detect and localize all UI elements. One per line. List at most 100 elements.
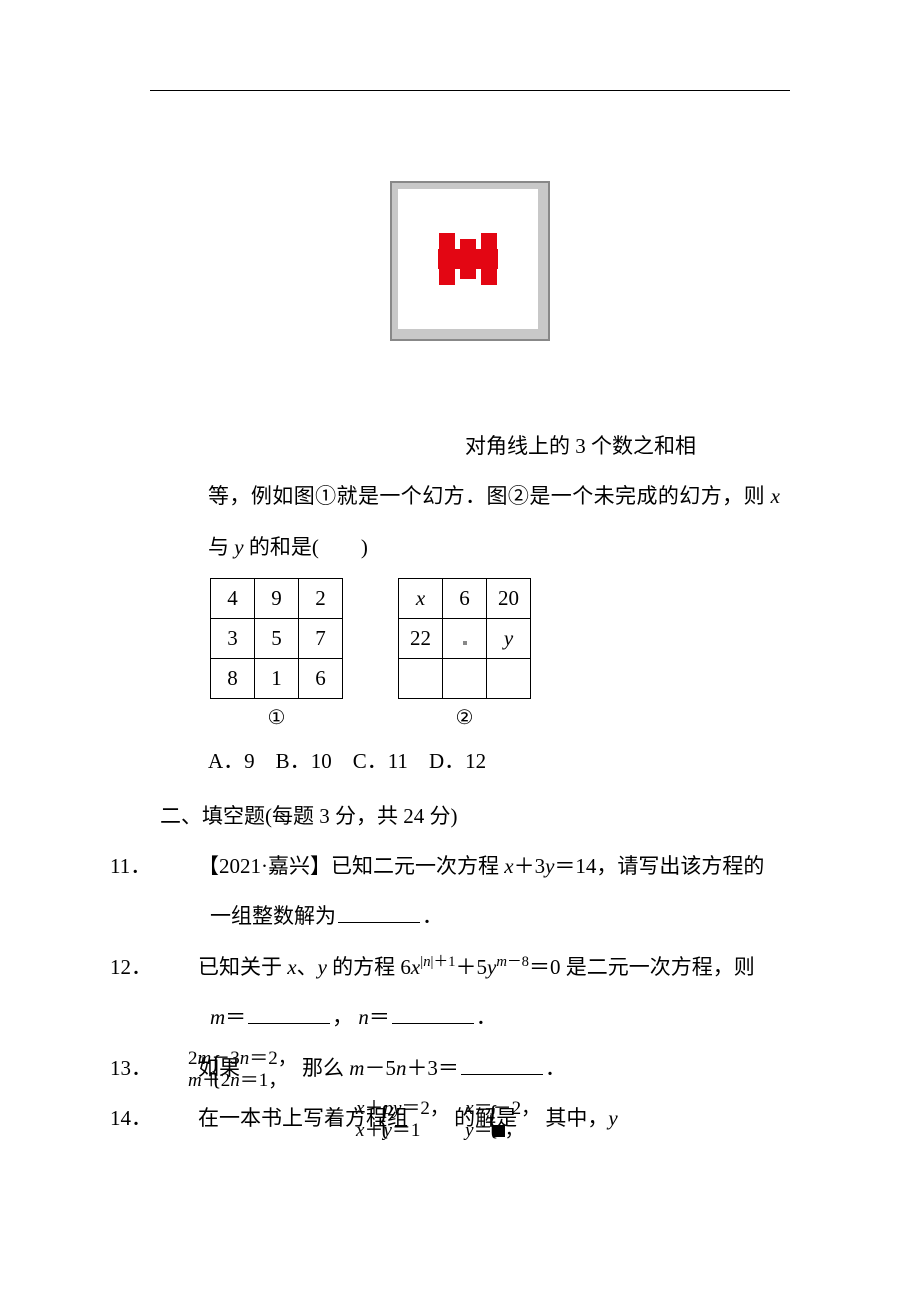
m1-r1c2: 7	[299, 619, 343, 659]
q12-eq2: ＝	[369, 1005, 390, 1029]
magic-square-figures: 4 9 2 3 5 7 8 1 6 ① x	[210, 578, 780, 730]
q14-system: { x＋py＝2， x＋y＝1	[408, 1098, 449, 1142]
q10-text-c: 的和是( )	[244, 535, 368, 559]
q12-e1b: |＋1	[431, 954, 456, 970]
opt-d: 12	[465, 749, 486, 773]
q12-y: y	[487, 955, 496, 979]
q12-x: x	[411, 955, 420, 979]
q10-options: A．9 B．10 C．11 D．12	[208, 736, 780, 786]
q13-n: n	[396, 1056, 407, 1080]
top-rule	[150, 90, 790, 91]
q13-mid3: ＋3＝	[406, 1056, 459, 1080]
q14: 14．在一本书上写着方程组 { x＋py＝2， x＋y＝1 的解是 { x＝－2…	[160, 1093, 780, 1143]
section-2-heading: 二、填空题(每题 3 分，共 24 分)	[160, 791, 780, 841]
q13-s1n: n	[240, 1048, 250, 1069]
magic1-caption: ①	[210, 705, 343, 730]
q14-sol1x: x	[465, 1098, 473, 1119]
q11-p1: ＋3	[514, 854, 546, 878]
q10-text-b: 与	[208, 535, 234, 559]
m2-r2c1	[443, 659, 487, 699]
q12-line2: m＝， n＝．	[160, 992, 780, 1042]
q12-e2m: m	[496, 954, 507, 970]
q12-comma: ，	[332, 1005, 353, 1029]
magic-square-1: 4 9 2 3 5 7 8 1 6 ①	[210, 578, 343, 730]
q12-period: ．	[476, 1005, 497, 1029]
q10-var-x: x	[771, 484, 780, 508]
q10-text-a: 等，例如图①就是一个幻方．图②是一个未完成的幻方，则	[208, 484, 771, 508]
q12-blank-n[interactable]	[392, 1003, 474, 1024]
m2-r0c2: 20	[487, 579, 531, 619]
q12-blank-m[interactable]	[248, 1003, 330, 1024]
q14-y: y	[608, 1106, 617, 1130]
opt-c-label: C．	[353, 749, 388, 773]
q11-pre: 【2021·嘉兴】已知二元一次方程	[198, 854, 504, 878]
q14-solution: { x＝－2， y＝，	[517, 1098, 540, 1142]
q11-y: y	[545, 854, 554, 878]
q12-e2t: －8	[507, 954, 529, 970]
q11-x: x	[504, 854, 513, 878]
opt-d-label: D．	[429, 749, 465, 773]
m1-r0c0: 4	[211, 579, 255, 619]
opt-a: 9	[244, 749, 255, 773]
opt-c: 11	[388, 749, 408, 773]
q14-sol2y: y	[465, 1120, 473, 1141]
m1-r0c2: 2	[299, 579, 343, 619]
q11-l2: 一组整数解为	[210, 904, 336, 928]
q12-m1: 的方程 6	[327, 955, 411, 979]
q14-s2b: ＝1	[392, 1120, 421, 1141]
q12-eq0: ＝0 是二元一次方程，则	[529, 955, 755, 979]
magic-square-2: x 6 20 22 y ②	[398, 578, 531, 730]
q10-continuation: 等，例如图①就是一个幻方．图②是一个未完成的幻方，则 x 与 y 的和是( )	[208, 471, 780, 572]
broken-image-icon	[433, 229, 503, 289]
q13-blank[interactable]	[461, 1054, 543, 1075]
m1-r2c0: 8	[211, 659, 255, 699]
q13-s1a: 2	[188, 1048, 198, 1069]
q11-line2: 一组整数解为 ．	[160, 891, 780, 941]
m2-r2c2	[487, 659, 531, 699]
q11-post: ，请写出该方程的	[596, 854, 764, 878]
q12-yv: y	[318, 955, 327, 979]
q13: 13．如果 { 2m－3n＝2， m＋2n＝1， 那么 m－5n＋3＝．	[160, 1043, 780, 1093]
q13-mid2: －5	[364, 1056, 396, 1080]
center-dot-icon	[463, 641, 467, 645]
q12-sep: 、	[297, 955, 318, 979]
m1-r1c0: 3	[211, 619, 255, 659]
opt-a-label: A．	[208, 749, 244, 773]
q12-num: 12．	[160, 942, 198, 992]
q11-blank[interactable]	[338, 902, 420, 923]
q11: 11．【2021·嘉兴】已知二元一次方程 x＋3y＝14，请写出该方程的	[160, 841, 780, 891]
q13-period: ．	[545, 1056, 566, 1080]
q11-period: ．	[422, 904, 443, 928]
q13-s2b: ＝1，	[240, 1070, 288, 1091]
magic2-caption: ②	[398, 705, 531, 730]
q14-sol1a: ＝－2，	[474, 1098, 541, 1119]
q12: 12．已知关于 x、y 的方程 6x|n|＋1＋5ym－8＝0 是二元一次方程，…	[160, 942, 780, 992]
q13-mid: 那么	[297, 1056, 350, 1080]
q14-tail: 其中，	[540, 1106, 608, 1130]
q12-n: n	[358, 1005, 369, 1029]
m1-r1c1: 5	[255, 619, 299, 659]
m2-r2c0	[399, 659, 443, 699]
q12-eq1: ＝	[225, 1005, 246, 1029]
q10-var-y: y	[234, 535, 243, 559]
m2-r1c1	[443, 619, 487, 659]
q13-s2n: n	[230, 1070, 240, 1091]
m2-r0c0: x	[399, 579, 443, 619]
q11-num: 11．	[160, 841, 198, 891]
q12-plus: ＋5	[456, 955, 488, 979]
q13-m: m	[349, 1056, 364, 1080]
m2-r0c1: 6	[443, 579, 487, 619]
q14-num: 14．	[160, 1093, 198, 1143]
q13-s2m: m	[188, 1070, 202, 1091]
q10-lead-fragment: 对角线上的 3 个数之和相	[160, 421, 780, 471]
m2-r1c2: y	[487, 619, 531, 659]
q12-xv: x	[287, 955, 296, 979]
opt-b: 10	[311, 749, 332, 773]
m1-r2c1: 1	[255, 659, 299, 699]
m1-r2c2: 6	[299, 659, 343, 699]
broken-image-placeholder	[160, 181, 780, 341]
q13-s1c: ＝2，	[249, 1048, 297, 1069]
m2-r1c0: 22	[399, 619, 443, 659]
q13-system: { 2m－3n＝2， m＋2n＝1，	[240, 1048, 297, 1092]
q12-e1n: n	[423, 954, 430, 970]
